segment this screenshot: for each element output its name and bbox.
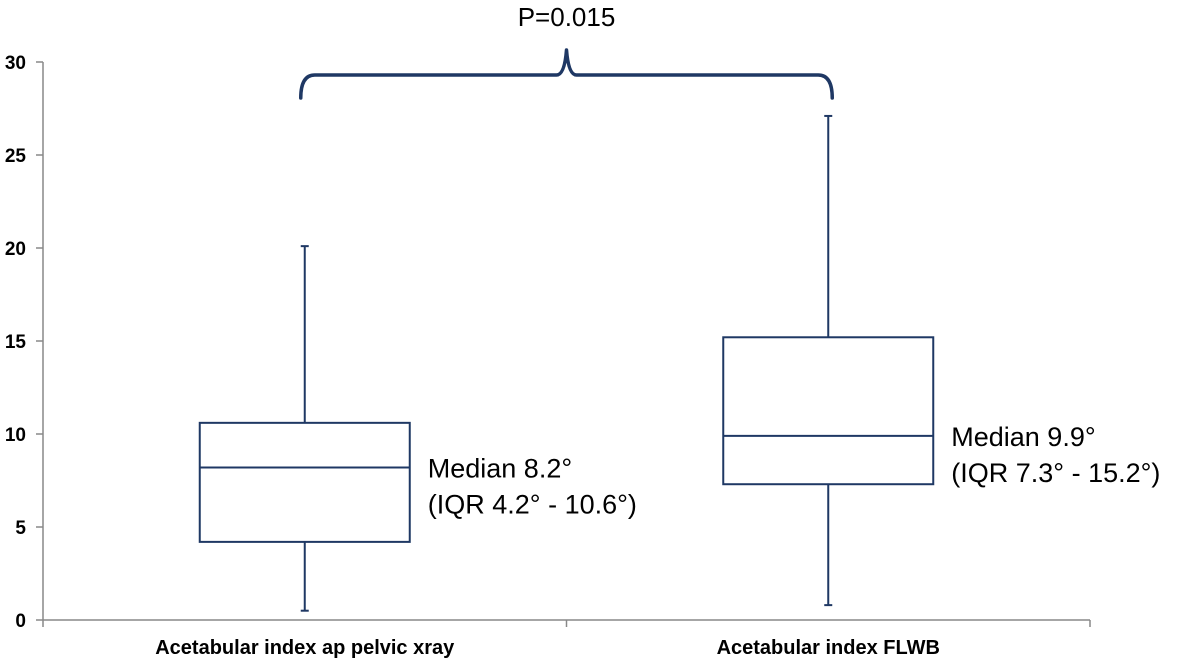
y-tick-label: 5 xyxy=(15,518,26,539)
significance-bracket: P=0.015 xyxy=(299,2,834,100)
iqr-box xyxy=(198,421,411,543)
x-tick-label: Acetabular index ap pelvic xray xyxy=(155,637,455,659)
y-tick-label: 30 xyxy=(5,53,26,74)
median-annotation: Median 9.9° xyxy=(951,422,1095,452)
axes: 0 5 10 15 20 25 30 Acetabular index ap pelvic x… xyxy=(5,53,1091,659)
iqr-box xyxy=(722,336,935,486)
box-group xyxy=(198,114,935,612)
annotations: Median 8.2° (IQR 4.2° - 10.6°) Median 9.9°… xyxy=(428,422,1161,520)
iqr-annotation: (IQR 7.3° - 15.2°) xyxy=(951,458,1160,488)
median-annotation: Median 8.2° xyxy=(428,453,572,483)
bracket-path xyxy=(299,48,834,100)
iqr-annotation: (IQR 4.2° - 10.6°) xyxy=(428,489,637,519)
y-tick-label: 20 xyxy=(5,239,26,260)
y-tick-label: 15 xyxy=(5,332,27,353)
y-tick-label: 10 xyxy=(5,425,26,446)
box-plot-2 xyxy=(722,114,935,607)
box-plot-1 xyxy=(198,245,411,612)
x-tick-label: Acetabular index FLWB xyxy=(717,637,940,659)
y-tick-label: 0 xyxy=(15,611,26,632)
y-tick-label: 25 xyxy=(5,146,27,167)
p-value-label: P=0.015 xyxy=(518,2,616,32)
